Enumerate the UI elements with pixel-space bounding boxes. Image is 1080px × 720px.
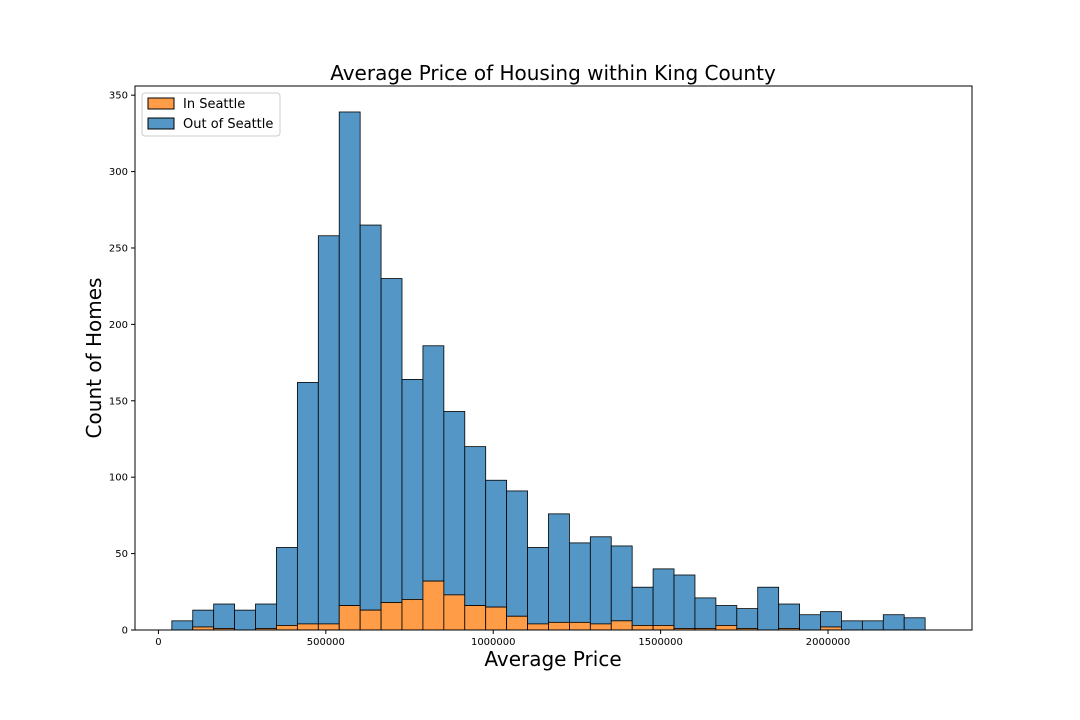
legend-box (141, 92, 281, 137)
bar-out-of-seattle (338, 111, 361, 606)
bar-out-of-seattle (610, 545, 633, 622)
y-tick-label: 350 (109, 91, 128, 102)
bar-out-of-seattle (380, 278, 403, 603)
bar-out-of-seattle (569, 542, 591, 623)
y-tick-label: 0 (122, 626, 128, 637)
bar-in-seattle (610, 620, 633, 631)
bar-in-seattle (276, 625, 298, 631)
bar-out-of-seattle (171, 620, 194, 631)
bar-in-seattle (506, 615, 528, 631)
bar-out-of-seattle (464, 446, 487, 606)
bar-in-seattle (715, 625, 738, 631)
bar-out-of-seattle (527, 547, 549, 625)
x-tick-label: 1000000 (471, 637, 516, 648)
legend-label-out-of-seattle: Out of Seattle (183, 117, 273, 132)
x-tick-label: 0 (155, 637, 161, 648)
bar-out-of-seattle (799, 614, 821, 631)
y-axis-ticks: 0 50 100 150 200 250 300 350 (109, 91, 135, 637)
bar-in-seattle (548, 621, 570, 631)
bar-out-of-seattle (736, 608, 759, 629)
bar-out-of-seattle (192, 609, 215, 628)
bar-out-of-seattle (882, 614, 905, 631)
bar-in-seattle (443, 594, 466, 631)
legend-label-in-seattle: In Seattle (183, 97, 245, 112)
x-tick-label: 500000 (307, 637, 345, 648)
y-tick-label: 300 (109, 167, 128, 178)
bar-out-of-seattle (820, 611, 842, 628)
bar-in-seattle (569, 621, 591, 631)
bar-out-of-seattle (841, 620, 863, 631)
bar-out-of-seattle (903, 617, 926, 631)
bar-out-of-seattle (234, 609, 256, 631)
bar-in-seattle (380, 602, 403, 631)
legend-swatch-out-of-seattle (147, 117, 175, 130)
bar-out-of-seattle (589, 536, 612, 625)
bar-in-seattle (485, 606, 508, 631)
bar-out-of-seattle (485, 479, 508, 608)
bar-out-of-seattle (255, 603, 277, 629)
bar-out-of-seattle (757, 586, 780, 631)
y-tick-label: 50 (115, 549, 128, 560)
bar-out-of-seattle (401, 378, 424, 600)
bar-in-seattle (317, 623, 340, 631)
bar-in-seattle (422, 580, 445, 631)
y-tick-label: 250 (109, 243, 128, 254)
bar-out-of-seattle (296, 382, 319, 625)
bar-out-of-seattle (861, 620, 884, 631)
bar-out-of-seattle (213, 603, 236, 629)
bars-group (171, 111, 926, 631)
bar-in-seattle (589, 623, 612, 631)
bar-out-of-seattle (506, 490, 528, 617)
legend-swatch-in-seattle (147, 97, 175, 110)
x-axis-label: Average Price (484, 647, 621, 671)
chart-title: Average Price of Housing within King Cou… (330, 61, 776, 85)
x-axis-ticks: 0 500000 1000000 1500000 2000000 (155, 630, 850, 648)
bar-out-of-seattle (422, 345, 445, 582)
bar-out-of-seattle (715, 605, 738, 626)
bar-in-seattle (296, 623, 319, 631)
x-tick-label: 1500000 (638, 637, 683, 648)
bar-out-of-seattle (652, 568, 675, 626)
bar-in-seattle (464, 605, 487, 631)
bar-out-of-seattle (359, 224, 382, 611)
bar-out-of-seattle (631, 586, 654, 626)
bar-in-seattle (527, 623, 549, 631)
y-axis-label: Count of Homes (82, 278, 106, 439)
x-tick-label: 2000000 (806, 637, 851, 648)
y-tick-label: 150 (109, 396, 128, 407)
legend: In Seattle Out of Seattle (141, 92, 281, 137)
bar-out-of-seattle (673, 574, 696, 629)
y-tick-label: 100 (109, 473, 128, 484)
bar-out-of-seattle (694, 597, 717, 629)
bar-out-of-seattle (778, 603, 800, 629)
bar-out-of-seattle (276, 547, 298, 626)
bar-in-seattle (401, 599, 424, 631)
plot-frame (134, 85, 973, 631)
bar-in-seattle (631, 625, 654, 631)
bar-out-of-seattle (443, 411, 466, 596)
bar-out-of-seattle (548, 513, 570, 623)
bar-in-seattle (359, 609, 382, 631)
y-tick-label: 200 (109, 320, 128, 331)
bar-out-of-seattle (317, 235, 340, 625)
bar-in-seattle (652, 625, 675, 631)
bar-in-seattle (338, 605, 361, 631)
